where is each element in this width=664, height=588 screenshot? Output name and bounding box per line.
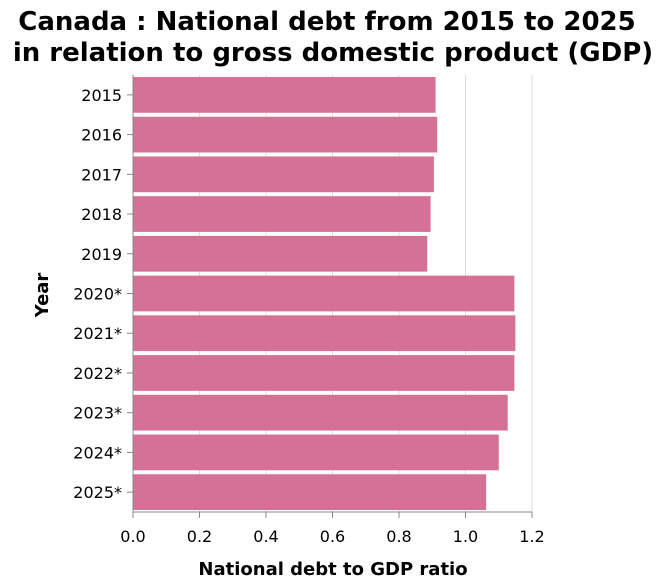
chart-title-line-1: Canada : National debt from 2015 to 2025 [18,7,635,37]
x-tick-label: 0.8 [386,527,411,546]
bar-2019 [133,235,428,272]
y-tick-label: 2016 [81,126,122,145]
bar-2018 [133,196,431,232]
y-tick-label: 2023* [73,404,122,423]
x-axis-title: National debt to GDP ratio [198,559,467,580]
y-tick-label: 2017 [81,165,122,184]
x-axis: 0.0 0.2 0.4 0.6 0.8 1.0 1.2 [120,511,545,546]
bar-2023-projected [133,394,508,431]
y-tick-label: 2024* [73,443,122,462]
y-tick-label: 2025* [73,483,122,502]
bar-2025-projected [133,474,487,511]
chart-title-line-2: in relation to gross domestic product (G… [13,38,653,68]
bar-2015 [133,76,436,113]
x-tick-label: 0.6 [320,527,345,546]
y-tick-label: 2022* [73,364,122,383]
y-tick-label: 2021* [73,324,122,343]
bar-2017 [133,156,434,193]
x-tick-label: 0.2 [187,527,212,546]
y-tick-label: 2019 [81,245,122,264]
bar-2020-projected [133,275,515,312]
y-tick-label: 2020* [73,285,122,304]
x-tick-label: 0.0 [120,527,145,546]
bar-2022-projected [133,355,515,391]
x-tick-label: 1.2 [519,527,544,546]
y-tick-label: 2018 [81,205,122,224]
bar-2016 [133,116,438,153]
x-tick-label: 0.4 [253,527,278,546]
x-tick-label: 1.0 [453,527,478,546]
y-axis: 2015 2016 2017 2018 2019 2020* 2021* 2022* 2023*… [73,75,134,512]
y-axis-title: Year [32,273,53,319]
bars [133,76,516,511]
y-tick-label: 2015 [81,86,122,105]
bar-2021-projected [133,315,516,352]
bar-2024-projected [133,434,499,471]
